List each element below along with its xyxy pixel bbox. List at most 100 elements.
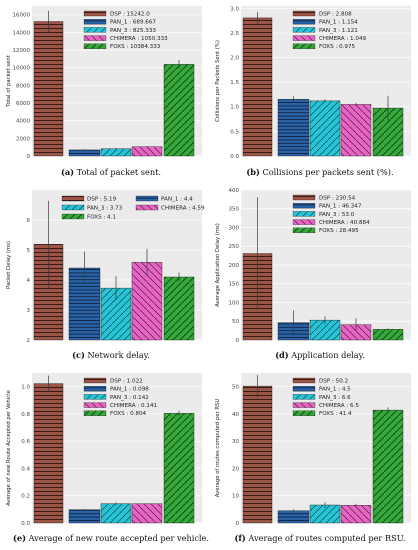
legend-swatch-pan_1 [83, 386, 107, 392]
y-tick-label: 10 [232, 494, 239, 500]
chart-panel-c: 2 3 4 5 6 Packet Delay (ms) DSP : 5.19 PAN_1 : … [0, 184, 209, 367]
chart-b: 0.0 0.5 1.0 1.5 2.0 2.5 3.0 Collisions per Pack… [215, 6, 411, 177]
y-tick-label: 200 [229, 263, 240, 269]
y-tick-label: 400 [229, 188, 240, 194]
legend-swatch-foxs [292, 43, 316, 49]
chart-panel-f: 0 10 20 30 40 50 Average of routes computed pe… [209, 367, 418, 550]
chart-d: 0 50 100 150 200 250 300 350 400 Average Applicat… [215, 188, 411, 360]
legend-swatch-foxs [83, 410, 107, 416]
legend-label: CHIMERA : 0.141 [110, 403, 158, 409]
legend-swatch-pan_1 [83, 19, 107, 25]
legend-label: PAN_1 : 689.667 [110, 20, 156, 26]
chart-e: 0.0 0.2 0.4 0.6 0.8 1.0 Average of new Route A… [6, 373, 209, 543]
y-tick-label: 8000 [16, 83, 30, 89]
y-tick-label: 50 [232, 319, 239, 325]
legend-swatch-chimera [83, 402, 107, 408]
legend-label: PAN_3 : 53.0 [319, 212, 355, 218]
y-tick-label: 20 [232, 466, 239, 472]
y-tick-label: 2000 [16, 136, 30, 142]
y-tick-label: 100 [229, 300, 240, 306]
y-tick-label: 0 [236, 338, 240, 344]
bar-pan_3 [100, 148, 132, 157]
bar-dsp [242, 17, 273, 157]
legend-swatch-dsp [83, 377, 107, 384]
bar-chimera [340, 505, 372, 524]
bar-pan_1 [68, 149, 101, 157]
legend-label: FOXS : 10384.333 [110, 44, 161, 50]
legend-label: PAN_1 : 0.098 [110, 387, 149, 393]
y-axis-label: Average Application Delay (ms) [215, 223, 221, 307]
y-axis-label: Average of routes computed per RSU [215, 399, 221, 498]
chart-caption: (b) Collisions per packets sent (%). [246, 167, 393, 177]
y-tick-label: 5 [27, 248, 31, 254]
legend-label: PAN_1 : 4.5 [319, 387, 351, 393]
chart-caption: (a) Total of packet sent. [61, 167, 161, 177]
y-tick-label: 1.5 [230, 80, 239, 86]
legend-swatch-pan_1 [292, 203, 316, 209]
caption-letter: (c) [72, 350, 85, 360]
legend-swatch-foxs [61, 213, 85, 220]
legend-swatch-pan_3 [83, 394, 107, 400]
y-tick-label: 0 [236, 521, 240, 527]
chart-panel-e: 0.0 0.2 0.4 0.6 0.8 1.0 Average of new Route A… [0, 367, 209, 550]
y-tick-label: 3.0 [230, 6, 239, 12]
legend-swatch-chimera [292, 219, 316, 225]
y-tick-label: 6000 [16, 101, 30, 107]
legend-swatch-pan_3 [83, 27, 107, 33]
legend-label: FOXS : 41.4 [319, 411, 352, 417]
bar-foxs [163, 413, 195, 524]
legend-swatch-chimera [135, 204, 159, 211]
y-tick-label: 2.5 [230, 31, 239, 37]
y-tick-label: 6 [27, 218, 31, 224]
chart-caption: (f) Average of routes computed per RSU. [235, 533, 406, 543]
caption-letter: (b) [246, 167, 260, 177]
y-tick-label: 0.2 [21, 494, 30, 500]
chart-caption: (c) Network delay. [72, 350, 150, 360]
bar-foxs [163, 64, 195, 157]
y-tick-label: 1.0 [230, 105, 239, 111]
legend-swatch-pan_3 [292, 211, 316, 217]
y-tick-label: 0.0 [230, 154, 239, 160]
caption-text: Collisions per packets sent (%). [260, 167, 394, 177]
caption-text: Total of packet sent. [74, 167, 161, 177]
legend-label: DSP : 15242.0 [110, 11, 150, 17]
y-tick-label: 300 [229, 225, 240, 231]
chart-panel-a: 0 2000 4000 6000 8000 10000 12000 14000 16000 Tot… [0, 0, 209, 184]
legend-swatch-chimera [292, 402, 316, 408]
y-tick-label: 50 [232, 385, 239, 391]
y-tick-label: 0 [27, 154, 31, 160]
legend-swatch-pan_1 [135, 195, 159, 202]
bar-pan_1 [277, 99, 310, 157]
legend-label: PAN_3 : 6.6 [319, 395, 351, 401]
caption-letter: (e) [13, 533, 26, 543]
legend-label: PAN_3 : 825.333 [110, 28, 156, 34]
y-tick-label: 0.4 [21, 466, 30, 472]
legend-label: PAN_3 : 0.142 [110, 395, 149, 401]
y-axis-label: Total of packet sent [6, 55, 12, 108]
legend-label: PAN_1 : 4.4 [161, 196, 193, 202]
legend-swatch-pan_3 [292, 27, 316, 33]
y-tick-label: 2.0 [230, 56, 239, 62]
y-tick-label: 2 [27, 338, 31, 344]
legend-label: DSP : 230.54 [319, 195, 356, 201]
y-tick-label: 10000 [13, 66, 31, 72]
legend-swatch-foxs [292, 410, 316, 416]
bar-dsp [242, 385, 273, 524]
legend-label: CHIMERA : 4.59 [161, 205, 205, 211]
bar-foxs [372, 329, 404, 341]
legend-swatch-pan_1 [292, 386, 316, 392]
legend-label: CHIMERA : 40.884 [319, 220, 370, 226]
legend-label: DSP : 50.2 [319, 378, 348, 384]
bar-chimera [340, 104, 372, 157]
chart-caption: (e) Average of new route accepted per ve… [13, 533, 209, 543]
legend-swatch-dsp [292, 194, 316, 201]
y-tick-label: 0.8 [21, 412, 30, 418]
y-tick-label: 150 [229, 282, 240, 288]
bar-pan_1 [277, 510, 310, 524]
y-tick-label: 0.6 [21, 439, 30, 445]
legend-swatch-dsp [61, 195, 85, 202]
y-tick-label: 12000 [13, 48, 31, 54]
legend-swatch-dsp [292, 10, 316, 17]
y-tick-label: 3 [27, 308, 31, 314]
legend-swatch-pan_3 [61, 204, 85, 211]
